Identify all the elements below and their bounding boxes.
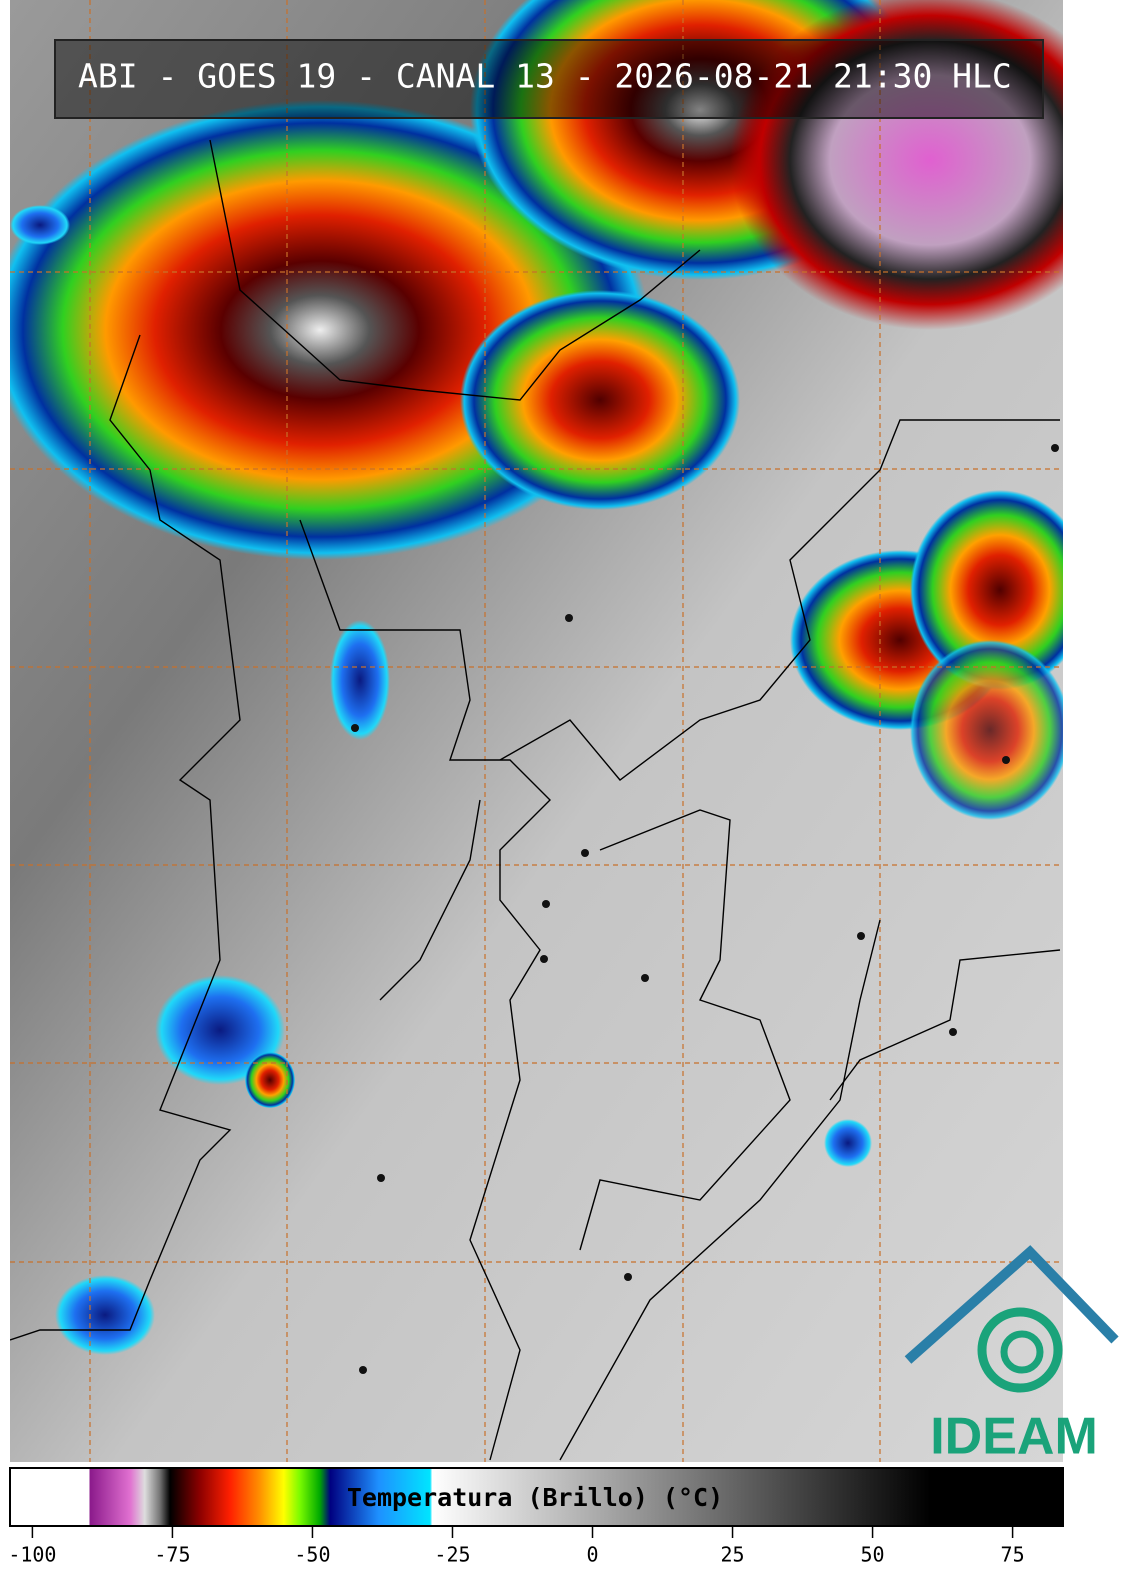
colorbar-label: Temperatura (Brillo) (°C) — [347, 1483, 723, 1512]
tick-label: 75 — [1001, 1543, 1025, 1567]
tick-label: -25 — [434, 1543, 470, 1567]
title: ABI - GOES 19 - CANAL 13 - 2026-08-21 21… — [78, 57, 1012, 96]
tick-label: -75 — [154, 1543, 190, 1567]
tick-label: -100 — [8, 1543, 56, 1567]
map — [10, 0, 1063, 1462]
tick-label: 50 — [861, 1543, 885, 1567]
tick-label: 25 — [720, 1543, 744, 1567]
tick-label: -50 — [294, 1543, 330, 1567]
colorbar: Temperatura (Brillo) (°C) — [9, 1467, 1064, 1527]
logo: IDEAM — [904, 1245, 1119, 1466]
tick-label: 0 — [586, 1543, 598, 1567]
logo-text: IDEAM — [930, 1408, 1098, 1466]
